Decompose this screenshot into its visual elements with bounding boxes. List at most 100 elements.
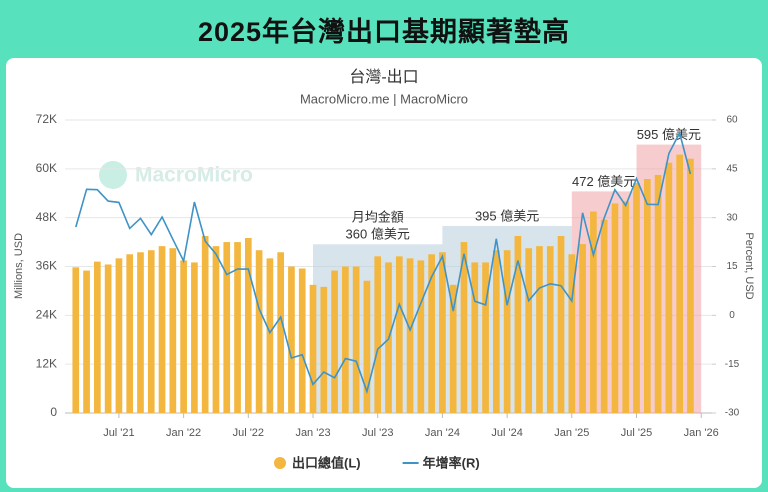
y-tick-label: 72K xyxy=(36,112,57,126)
bar xyxy=(255,250,263,413)
bar xyxy=(126,254,134,413)
bar xyxy=(331,270,338,413)
bar xyxy=(115,258,123,413)
bar xyxy=(460,242,468,413)
bar xyxy=(104,264,112,413)
bar xyxy=(557,235,565,413)
header-title: 2025年台灣出口基期顯著墊高 xyxy=(197,16,571,47)
x-tick-label: Jul '21 xyxy=(103,427,134,439)
bar xyxy=(579,244,586,413)
y-axis-title: Millions, USD xyxy=(13,233,25,299)
bar xyxy=(352,266,360,413)
bar xyxy=(320,286,328,413)
bar xyxy=(201,235,209,413)
bar xyxy=(406,258,414,413)
y2-tick-label: 60 xyxy=(726,115,738,126)
bar xyxy=(600,219,608,413)
y2-axis-title: Percent, USD xyxy=(743,232,755,299)
x-tick-label: Jan '22 xyxy=(166,427,201,439)
bar xyxy=(643,179,651,413)
bar xyxy=(482,262,489,413)
bar xyxy=(536,246,543,413)
bar xyxy=(611,203,619,413)
annotation-note: 月均金額 xyxy=(352,210,404,225)
bar xyxy=(94,261,101,413)
x-tick-label: Jul '23 xyxy=(362,427,393,439)
y-tick-label: 48K xyxy=(36,210,57,224)
bar xyxy=(244,238,252,413)
bar xyxy=(654,174,662,413)
bar xyxy=(417,260,425,413)
watermark: MacroMicro xyxy=(135,164,253,187)
bar xyxy=(439,252,446,413)
x-tick-label: Jan '26 xyxy=(684,427,719,439)
bar xyxy=(72,267,80,413)
bar xyxy=(158,246,166,413)
y-tick-label: 60K xyxy=(36,161,57,175)
legend-label: 出口總值(L) xyxy=(292,455,361,470)
bar xyxy=(546,246,554,413)
bar xyxy=(212,246,220,413)
line xyxy=(75,130,692,395)
bar xyxy=(309,284,317,413)
y-tick-label: 12K xyxy=(36,356,57,370)
legend-label: 年增率(R) xyxy=(423,455,480,470)
y2-tick-label: -30 xyxy=(725,408,740,419)
bar xyxy=(298,268,306,413)
x-tick-label: Jul '22 xyxy=(233,427,264,439)
x-tick-label: Jul '24 xyxy=(491,427,522,439)
x-tick-label: Jan '24 xyxy=(425,427,460,439)
y-tick-label: 36K xyxy=(36,259,57,273)
bar xyxy=(395,256,403,413)
annotation-label: 595 億美元 xyxy=(637,127,701,142)
y-tick-label: 24K xyxy=(36,308,57,322)
bar xyxy=(503,250,511,413)
bar xyxy=(363,280,371,413)
annotation-label: 360 億美元 xyxy=(346,227,410,242)
bar xyxy=(342,266,349,413)
bar xyxy=(514,235,522,413)
x-tick-label: Jul '25 xyxy=(621,427,652,439)
watermark-logo xyxy=(99,161,127,189)
bar xyxy=(633,183,640,413)
legend-swatch xyxy=(274,457,286,469)
y2-tick-label: -15 xyxy=(725,359,740,370)
chart-subtitle: MacroMicro.me | MacroMicro xyxy=(300,91,468,106)
bar xyxy=(428,254,435,413)
bar xyxy=(374,256,382,413)
bar xyxy=(492,250,500,413)
y2-tick-label: 15 xyxy=(726,261,738,272)
x-tick-label: Jan '25 xyxy=(554,427,589,439)
y-tick-label: 0 xyxy=(50,405,57,419)
chart-title: 台灣-出口 xyxy=(349,68,418,86)
x-tick-label: Jan '23 xyxy=(295,427,330,439)
bar xyxy=(180,260,187,413)
bar xyxy=(169,248,177,413)
bar xyxy=(622,201,630,413)
bar xyxy=(471,262,479,413)
y2-tick-label: 45 xyxy=(726,163,738,174)
bar xyxy=(266,258,274,413)
bar xyxy=(147,250,155,413)
bar xyxy=(676,154,683,413)
bar xyxy=(665,162,673,413)
bar xyxy=(687,158,694,413)
bar xyxy=(590,211,597,413)
bar xyxy=(234,242,241,413)
annotation-label: 395 億美元 xyxy=(475,208,539,223)
bar xyxy=(449,284,457,413)
annotation-label: 472 億美元 xyxy=(572,174,636,189)
bar xyxy=(223,242,231,413)
bar xyxy=(191,262,198,413)
bar xyxy=(525,248,533,413)
bar xyxy=(568,254,576,413)
bar xyxy=(277,252,285,413)
bar xyxy=(137,252,144,413)
y2-tick-label: 0 xyxy=(729,310,735,321)
y2-tick-label: 30 xyxy=(726,212,738,223)
bar xyxy=(83,270,90,413)
bar xyxy=(288,266,295,413)
